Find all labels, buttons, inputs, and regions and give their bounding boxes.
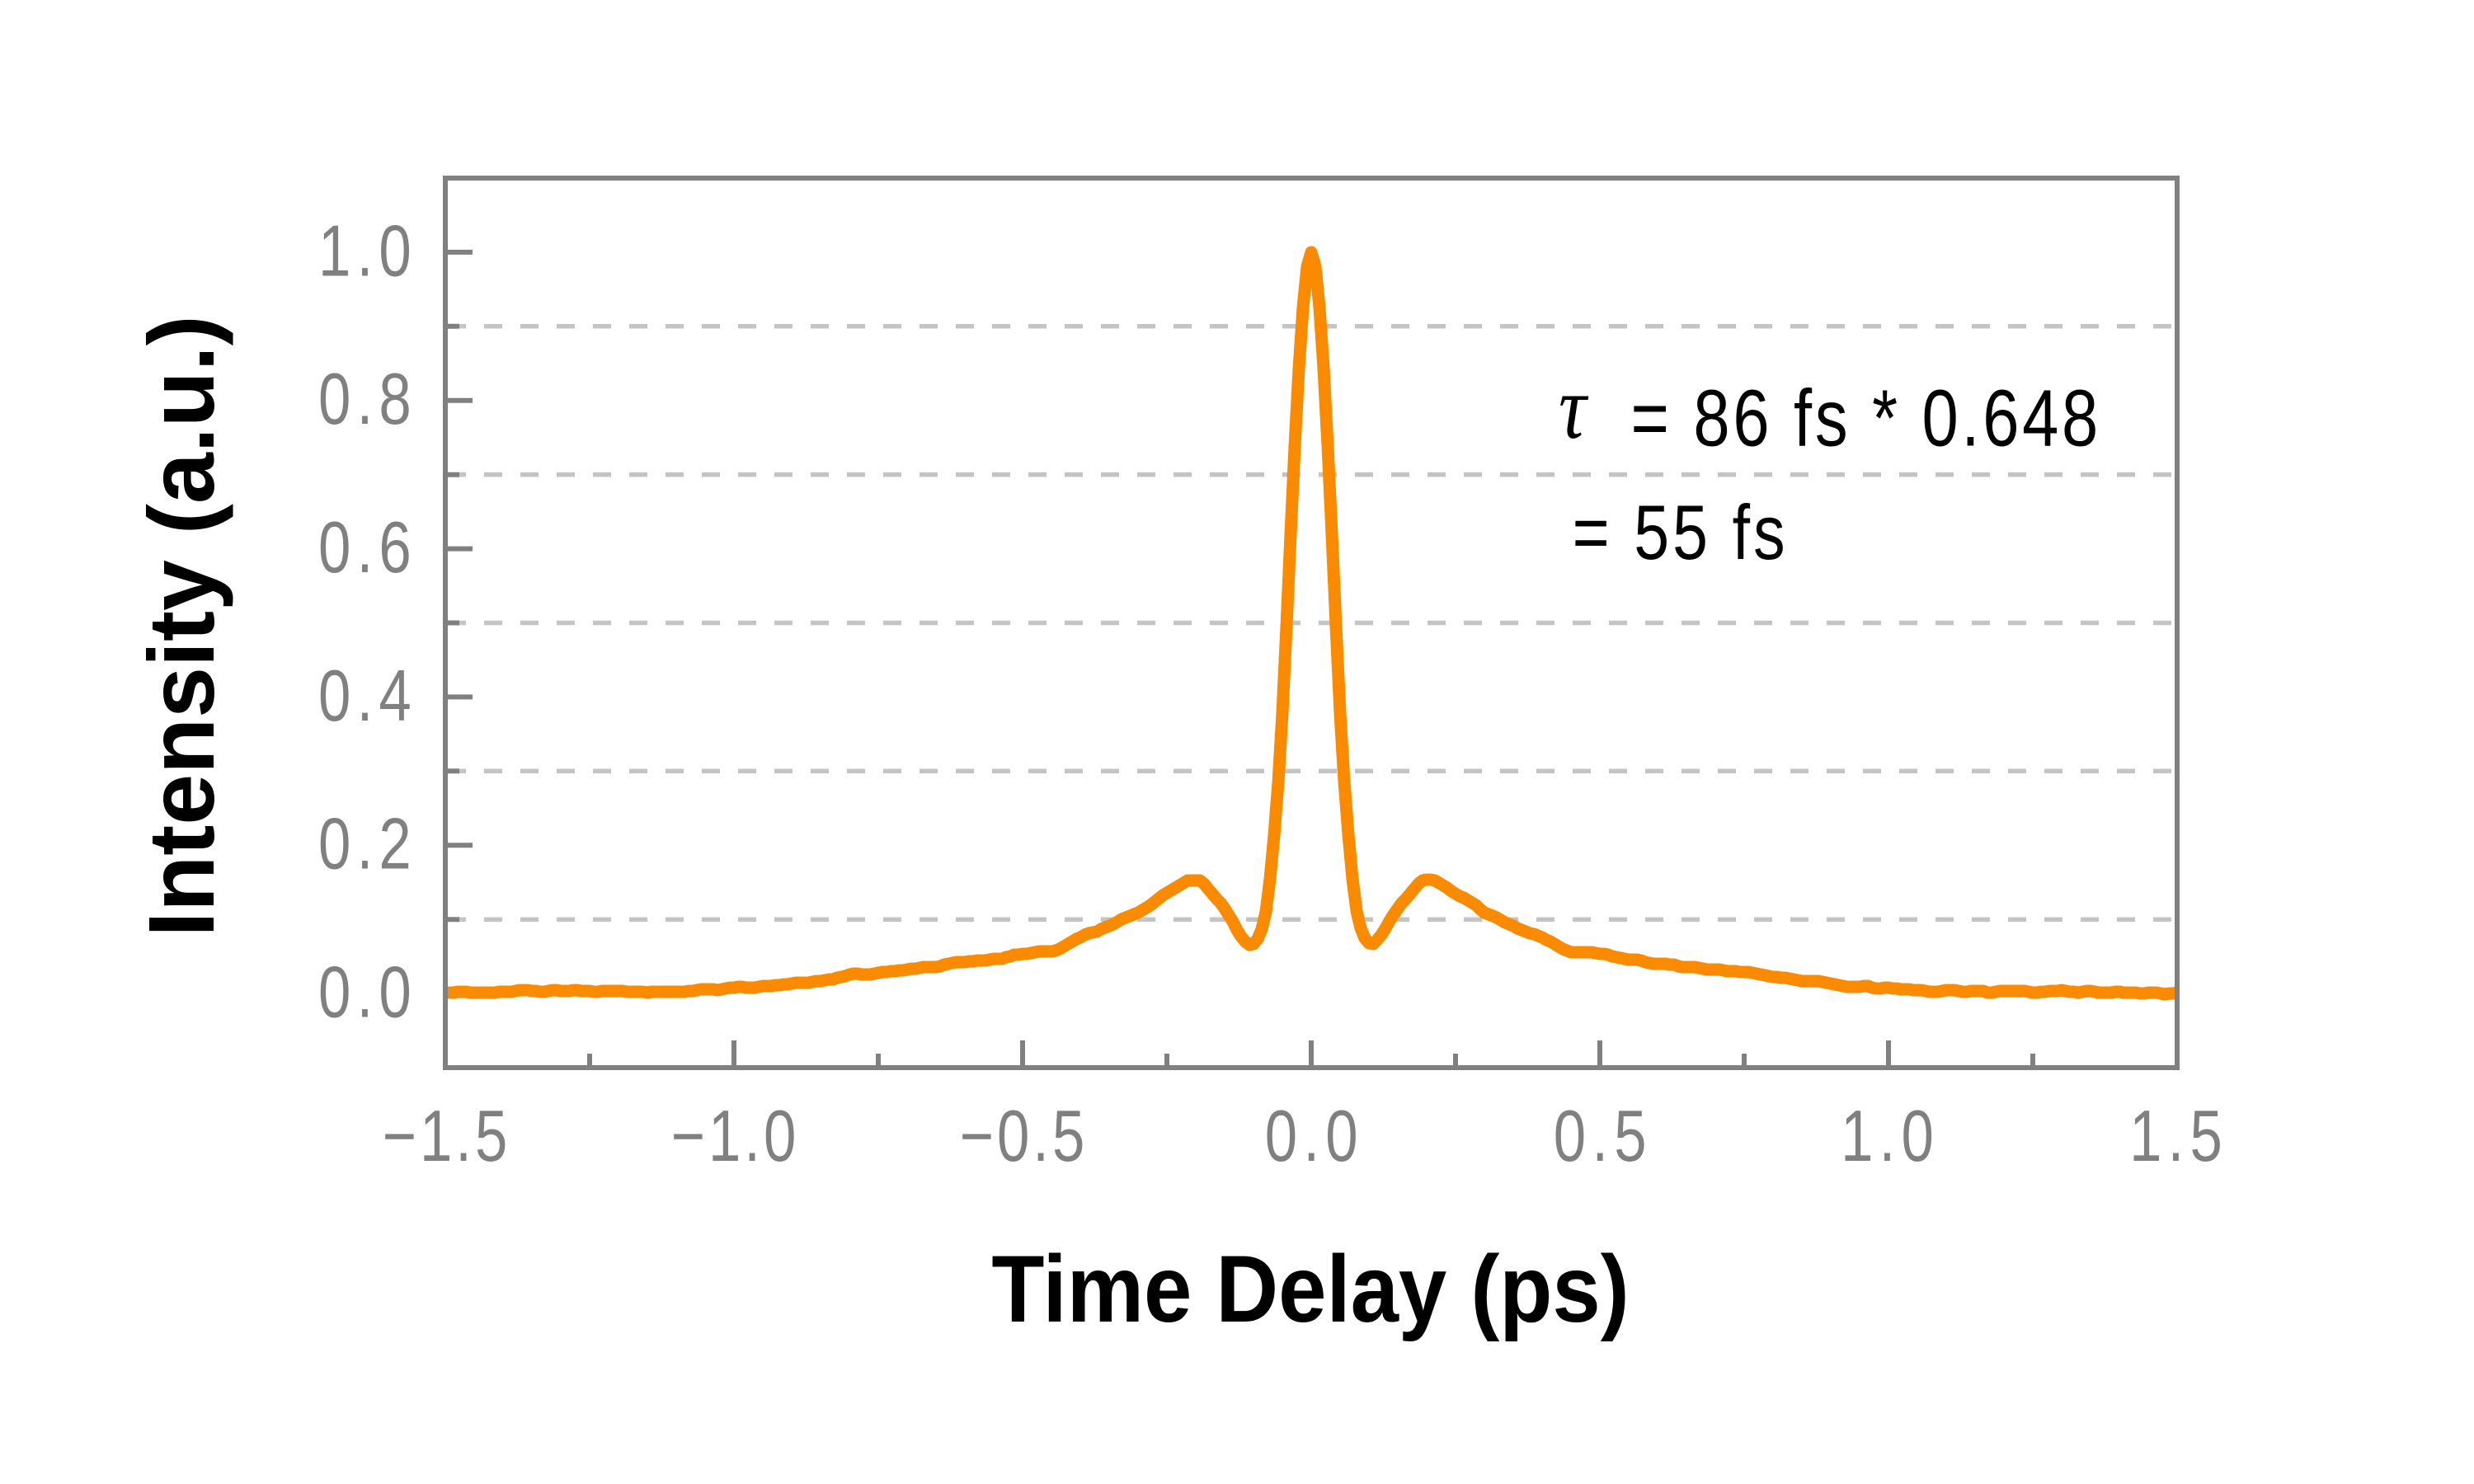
svg-text:0.2: 0.2 bbox=[318, 802, 417, 884]
svg-text:Intensity (a.u.): Intensity (a.u.) bbox=[129, 315, 233, 937]
svg-text:τ: τ bbox=[1559, 358, 1589, 458]
svg-text:−1.5: −1.5 bbox=[383, 1094, 511, 1176]
svg-text:= 86 fs * 0.648: = 86 fs * 0.648 bbox=[1631, 373, 2101, 463]
svg-text:Time Delay (ps): Time Delay (ps) bbox=[991, 1237, 1629, 1343]
svg-text:0.8: 0.8 bbox=[318, 358, 417, 439]
svg-text:0.0: 0.0 bbox=[318, 951, 417, 1032]
svg-text:0.4: 0.4 bbox=[318, 654, 417, 735]
svg-text:−0.5: −0.5 bbox=[960, 1094, 1089, 1176]
svg-text:= 55 fs: = 55 fs bbox=[1573, 490, 1789, 576]
svg-text:1.0: 1.0 bbox=[1841, 1094, 1940, 1176]
svg-text:0.0: 0.0 bbox=[1265, 1094, 1364, 1176]
svg-text:1.5: 1.5 bbox=[2129, 1094, 2228, 1176]
svg-text:−1.0: −1.0 bbox=[671, 1094, 800, 1176]
svg-text:0.6: 0.6 bbox=[318, 505, 417, 587]
svg-text:1.0: 1.0 bbox=[318, 209, 417, 291]
svg-text:0.5: 0.5 bbox=[1554, 1094, 1653, 1176]
